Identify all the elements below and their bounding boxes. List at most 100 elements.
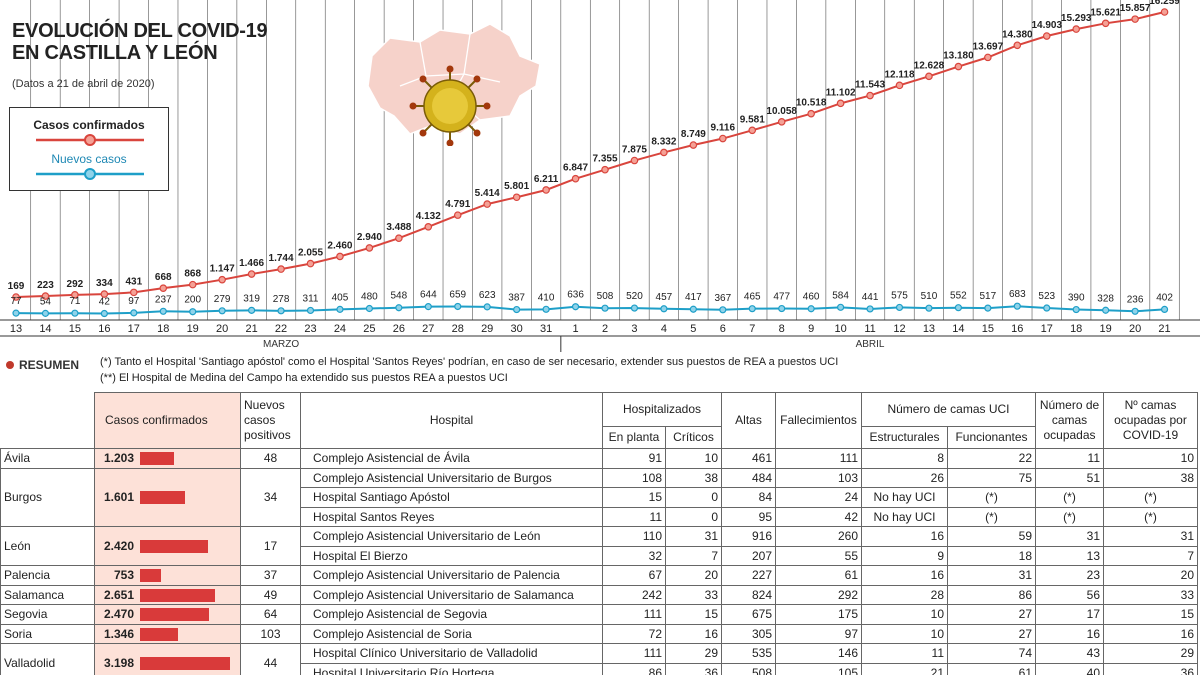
new-cases-point [100,309,108,318]
x-tick-label: 14 [39,323,51,335]
x-tick-label: 23 [304,323,316,335]
header-structural: Estructurales [861,426,948,449]
structural-value: 28 [861,584,948,605]
confirmed-data-label: 6.211 [534,174,559,185]
new-cases-data-label: 460 [803,292,820,303]
new-cases-point [424,303,432,311]
critical-value: 20 [665,565,722,586]
discharges-value: 824 [721,584,776,605]
confirmed-data-label: 6.847 [563,163,588,174]
ward-value: 91 [602,448,666,469]
critical-value: 7 [665,545,722,566]
confirmed-data-label: 14.903 [1031,20,1062,31]
occupied-value: 56 [1035,584,1104,605]
header-discharges: Altas [721,392,776,449]
confirmed-bar [140,657,230,671]
confirmed-data-label: 4.791 [445,199,470,210]
header-occupied-covid: Nº camas ocupadas por COVID-19 [1103,392,1198,449]
confirmed-point [836,99,845,108]
confirmed-data-label: 9.581 [740,114,765,125]
confirmed-point [159,284,168,292]
confirmed-value: 2.651 [103,587,134,602]
x-tick-label: 16 [98,323,110,335]
discharges-value: 207 [721,545,776,566]
confirmed-data-label: 4.132 [416,211,441,222]
confirmed-point [336,252,344,261]
new-cases-data-label: 623 [479,290,496,301]
hospital-name: Complejo Asistencial de Soria [300,623,603,644]
x-tick-label: 13 [10,323,22,335]
x-tick-label: 1 [572,323,578,335]
occupied-value: 16 [1035,623,1104,644]
new-cases-point [41,309,50,317]
confirmed-point [1013,41,1022,50]
new-cases-data-label: 77 [10,296,22,307]
occupied-value: 23 [1035,565,1104,586]
new-cases-point [71,309,79,317]
discharges-value: 461 [721,448,776,469]
structural-value: 9 [861,545,948,566]
ward-value: 110 [602,526,666,547]
new-cases-data-label: 417 [685,292,702,303]
confirmed-value: 1.346 [103,626,134,641]
province-name: León [0,526,95,566]
hospital-name: Complejo Asistencial de Ávila [300,448,603,469]
header-hospital: Hospital [300,392,603,449]
confirmed-data-label: 868 [184,269,201,280]
confirmed-data-label: 5.414 [475,188,500,199]
confirmed-data-label: 1.744 [269,253,294,264]
new-cases-data-label: 523 [1038,291,1055,302]
confirmed-point [807,109,815,118]
new-cases-point [395,304,403,312]
new-cases-point [836,303,845,311]
confirmed-series: 169 223 292 334 431 668 868 1.147 1.466 1.744 2.05… [8,0,1180,301]
hospital-name: Complejo Asistencial Universitario de Pa… [300,565,603,586]
confirmed-point [512,193,521,202]
occupied-value: 43 [1035,643,1104,664]
hospital-name: Complejo Asistencial Universitario de Bu… [300,467,603,488]
confirmed-value: 753 [113,568,134,583]
confirmed-data-label: 334 [96,278,113,289]
table-row: Hospital Universitario Río Hortega 86 36 50… [1,662,1198,675]
confirmed-data-label: 15.621 [1090,7,1121,18]
confirmed-point [542,186,550,194]
hospital-name: Hospital Santiago Apóstol [300,487,603,508]
x-tick-label: 28 [452,323,464,335]
new-cases-point [866,305,874,313]
new-cases-data-label: 97 [128,296,140,307]
structural-value: 10 [861,623,948,644]
table-row: Ávila 1.203 48 Complejo Asistencial de Ávil… [0,448,1198,469]
confirmed-data-label: 13.180 [943,51,974,62]
x-tick-label: 7 [749,323,755,335]
x-tick-label: 11 [864,323,875,335]
x-tick-label: 29 [481,323,493,335]
x-tick-label: 26 [393,323,405,335]
new-cases-data-label: 510 [921,291,938,302]
confirmed-point [601,165,609,174]
confirmed-data-label: 431 [125,276,142,287]
new-cases-data-label: 311 [303,293,319,304]
x-tick-label: 3 [631,323,637,335]
deaths-value: 111 [775,448,862,469]
confirmed-cell: 753 [94,565,241,586]
new-positive-value: 49 [240,584,301,605]
covid-value: 31 [1103,526,1198,547]
new-cases-data-label: 477 [773,292,790,303]
x-axis: 13 14 15 16 17 18 19 20 21 22 23 24 25 26 27 28 29 30 31 1 2… [0,319,1200,352]
new-cases-point [778,304,786,313]
confirmed-point [130,288,138,297]
footnote-1: (*) Tanto el Hospital 'Santiago apóstol'… [100,356,839,368]
new-cases-point [277,307,285,315]
legend-new-cases: Nuevos casos [51,152,127,166]
confirmed-data-label: 11.543 [855,80,885,91]
confirmed-cell: 2.470 [94,604,241,625]
confirmed-data-label: 15.857 [1120,3,1151,14]
header-occupied: Número de camas ocupadas [1035,392,1104,449]
discharges-value: 84 [721,487,776,508]
structural-value: No hay UCI [861,506,948,527]
critical-value: 15 [665,604,722,625]
structural-value: 26 [861,467,948,488]
x-tick-label: 30 [511,323,523,335]
critical-value: 16 [665,623,722,644]
confirmed-data-label: 11.102 [826,87,856,98]
